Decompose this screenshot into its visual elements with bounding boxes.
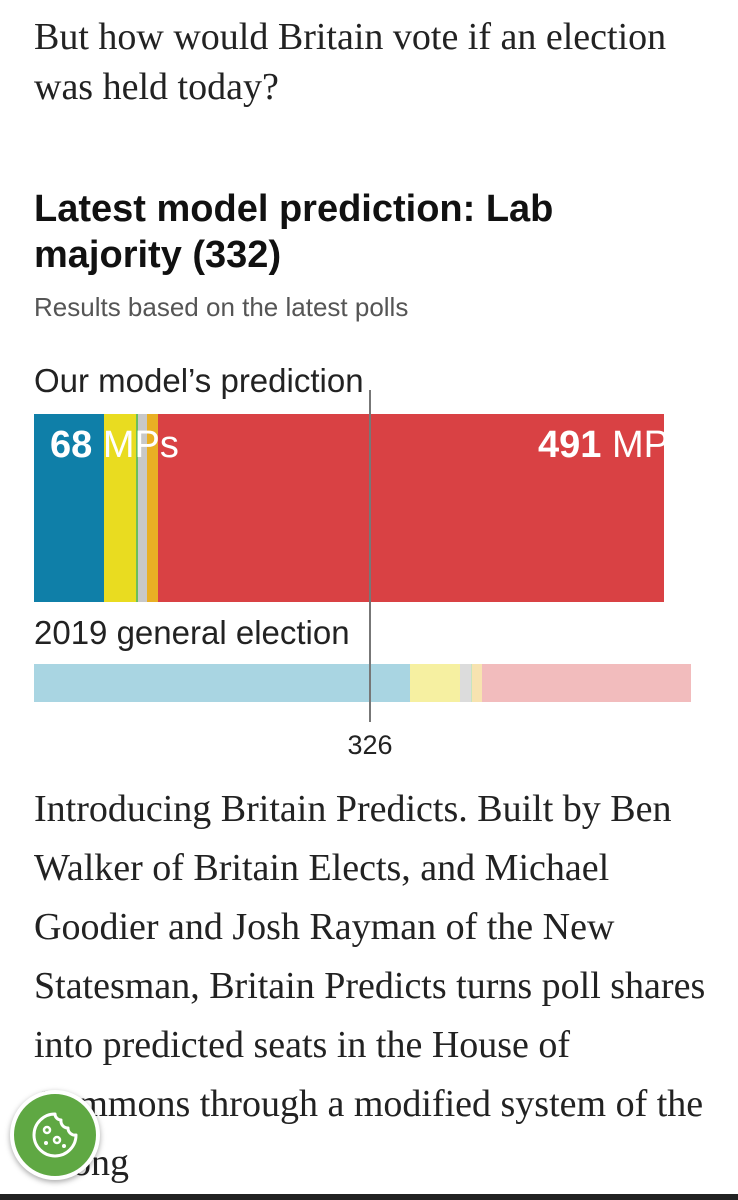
model-prediction-label: Our model’s prediction — [34, 362, 364, 399]
majority-threshold-label: 326 — [347, 730, 393, 760]
previous-election-bar — [34, 664, 704, 702]
chart-title: Latest model prediction: Lab majority (3… — [34, 188, 554, 276]
model-prediction-bar — [34, 414, 704, 602]
bar-segment-green — [136, 414, 139, 602]
cookie-settings-button[interactable] — [10, 1090, 100, 1180]
body-paragraph: Introducing Britain Predicts. Built by B… — [34, 788, 706, 1184]
bar-segment-other — [472, 664, 483, 702]
bottom-rule — [0, 1194, 738, 1200]
bar-segment-lab — [482, 664, 691, 702]
con-seats-label: 68 MPs — [50, 424, 179, 466]
chart-subtitle: Results based on the latest polls — [34, 292, 409, 322]
bar-segment-snp — [147, 414, 158, 602]
bar-segment-lab — [157, 414, 664, 602]
lab-seats-label: 491 MPs — [538, 424, 688, 466]
previous-election-label: 2019 general election — [34, 614, 350, 651]
bar-segment-snp — [410, 664, 460, 702]
bar-segment-ld — [104, 414, 137, 602]
majority-line — [369, 390, 372, 722]
bar-segment-con — [34, 664, 411, 702]
bar-segment-green — [471, 664, 473, 702]
bar-segment-con — [34, 414, 105, 602]
cookie-icon — [32, 1112, 78, 1158]
bar-segment-ld — [459, 664, 472, 702]
bar-segment-other — [138, 414, 148, 602]
intro-paragraph: But how would Britain vote if an electio… — [34, 16, 667, 108]
